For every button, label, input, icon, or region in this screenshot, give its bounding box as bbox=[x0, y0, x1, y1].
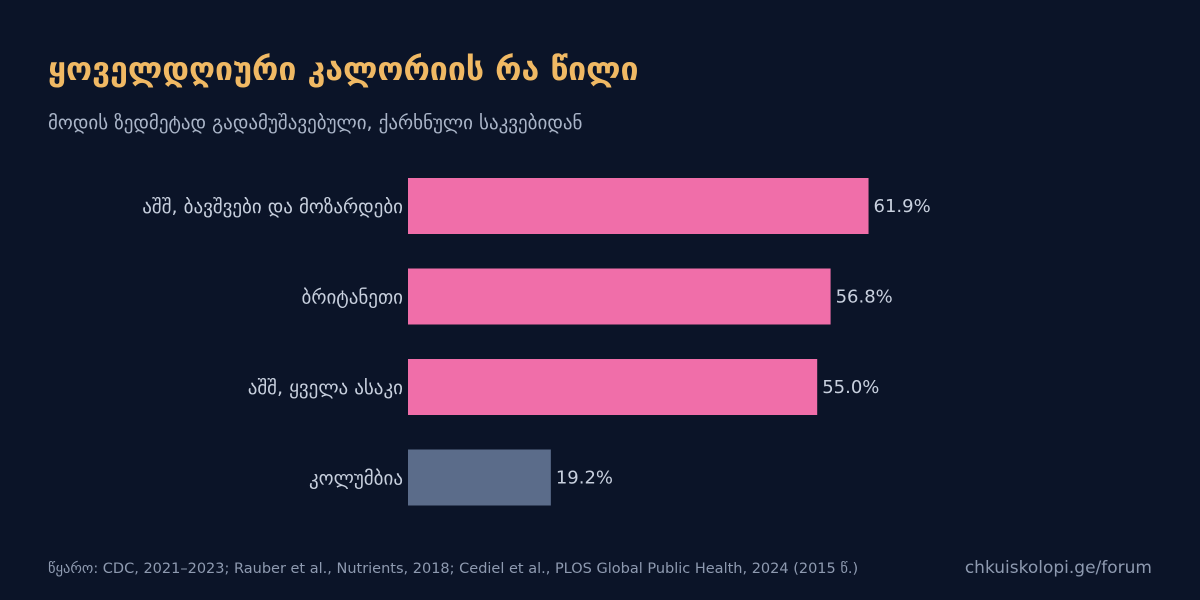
value-label: 56.8% bbox=[836, 287, 893, 308]
bar bbox=[408, 449, 551, 506]
bar bbox=[408, 359, 818, 415]
bar bbox=[408, 178, 869, 234]
category-label: აშშ, ბავშვები და მოზარდები bbox=[142, 196, 403, 218]
value-label: 61.9% bbox=[874, 196, 931, 217]
bar bbox=[408, 268, 831, 325]
chart-title: ყოველდღიური კალორიის რა წილი bbox=[48, 50, 639, 88]
source-note: წყარო: CDC, 2021–2023; Rauber et al., Nu… bbox=[48, 561, 859, 577]
value-label: 19.2% bbox=[556, 468, 613, 489]
site-link[interactable]: chkuiskolopi.ge/forum bbox=[964, 558, 1152, 578]
chart-subtitle: მოდის ზედმეტად გადამუშავებული, ქარხნული … bbox=[48, 112, 583, 134]
category-label: კოლუმბია bbox=[309, 468, 403, 490]
category-label: ბრიტანეთი bbox=[302, 287, 404, 309]
bar-chart: აშშ, ბავშვები და მოზარდები 61.9% ბრიტანეთი… bbox=[142, 178, 931, 506]
value-label: 55.0% bbox=[822, 377, 879, 398]
category-label: აშშ, ყველა ასაკი bbox=[248, 377, 403, 399]
